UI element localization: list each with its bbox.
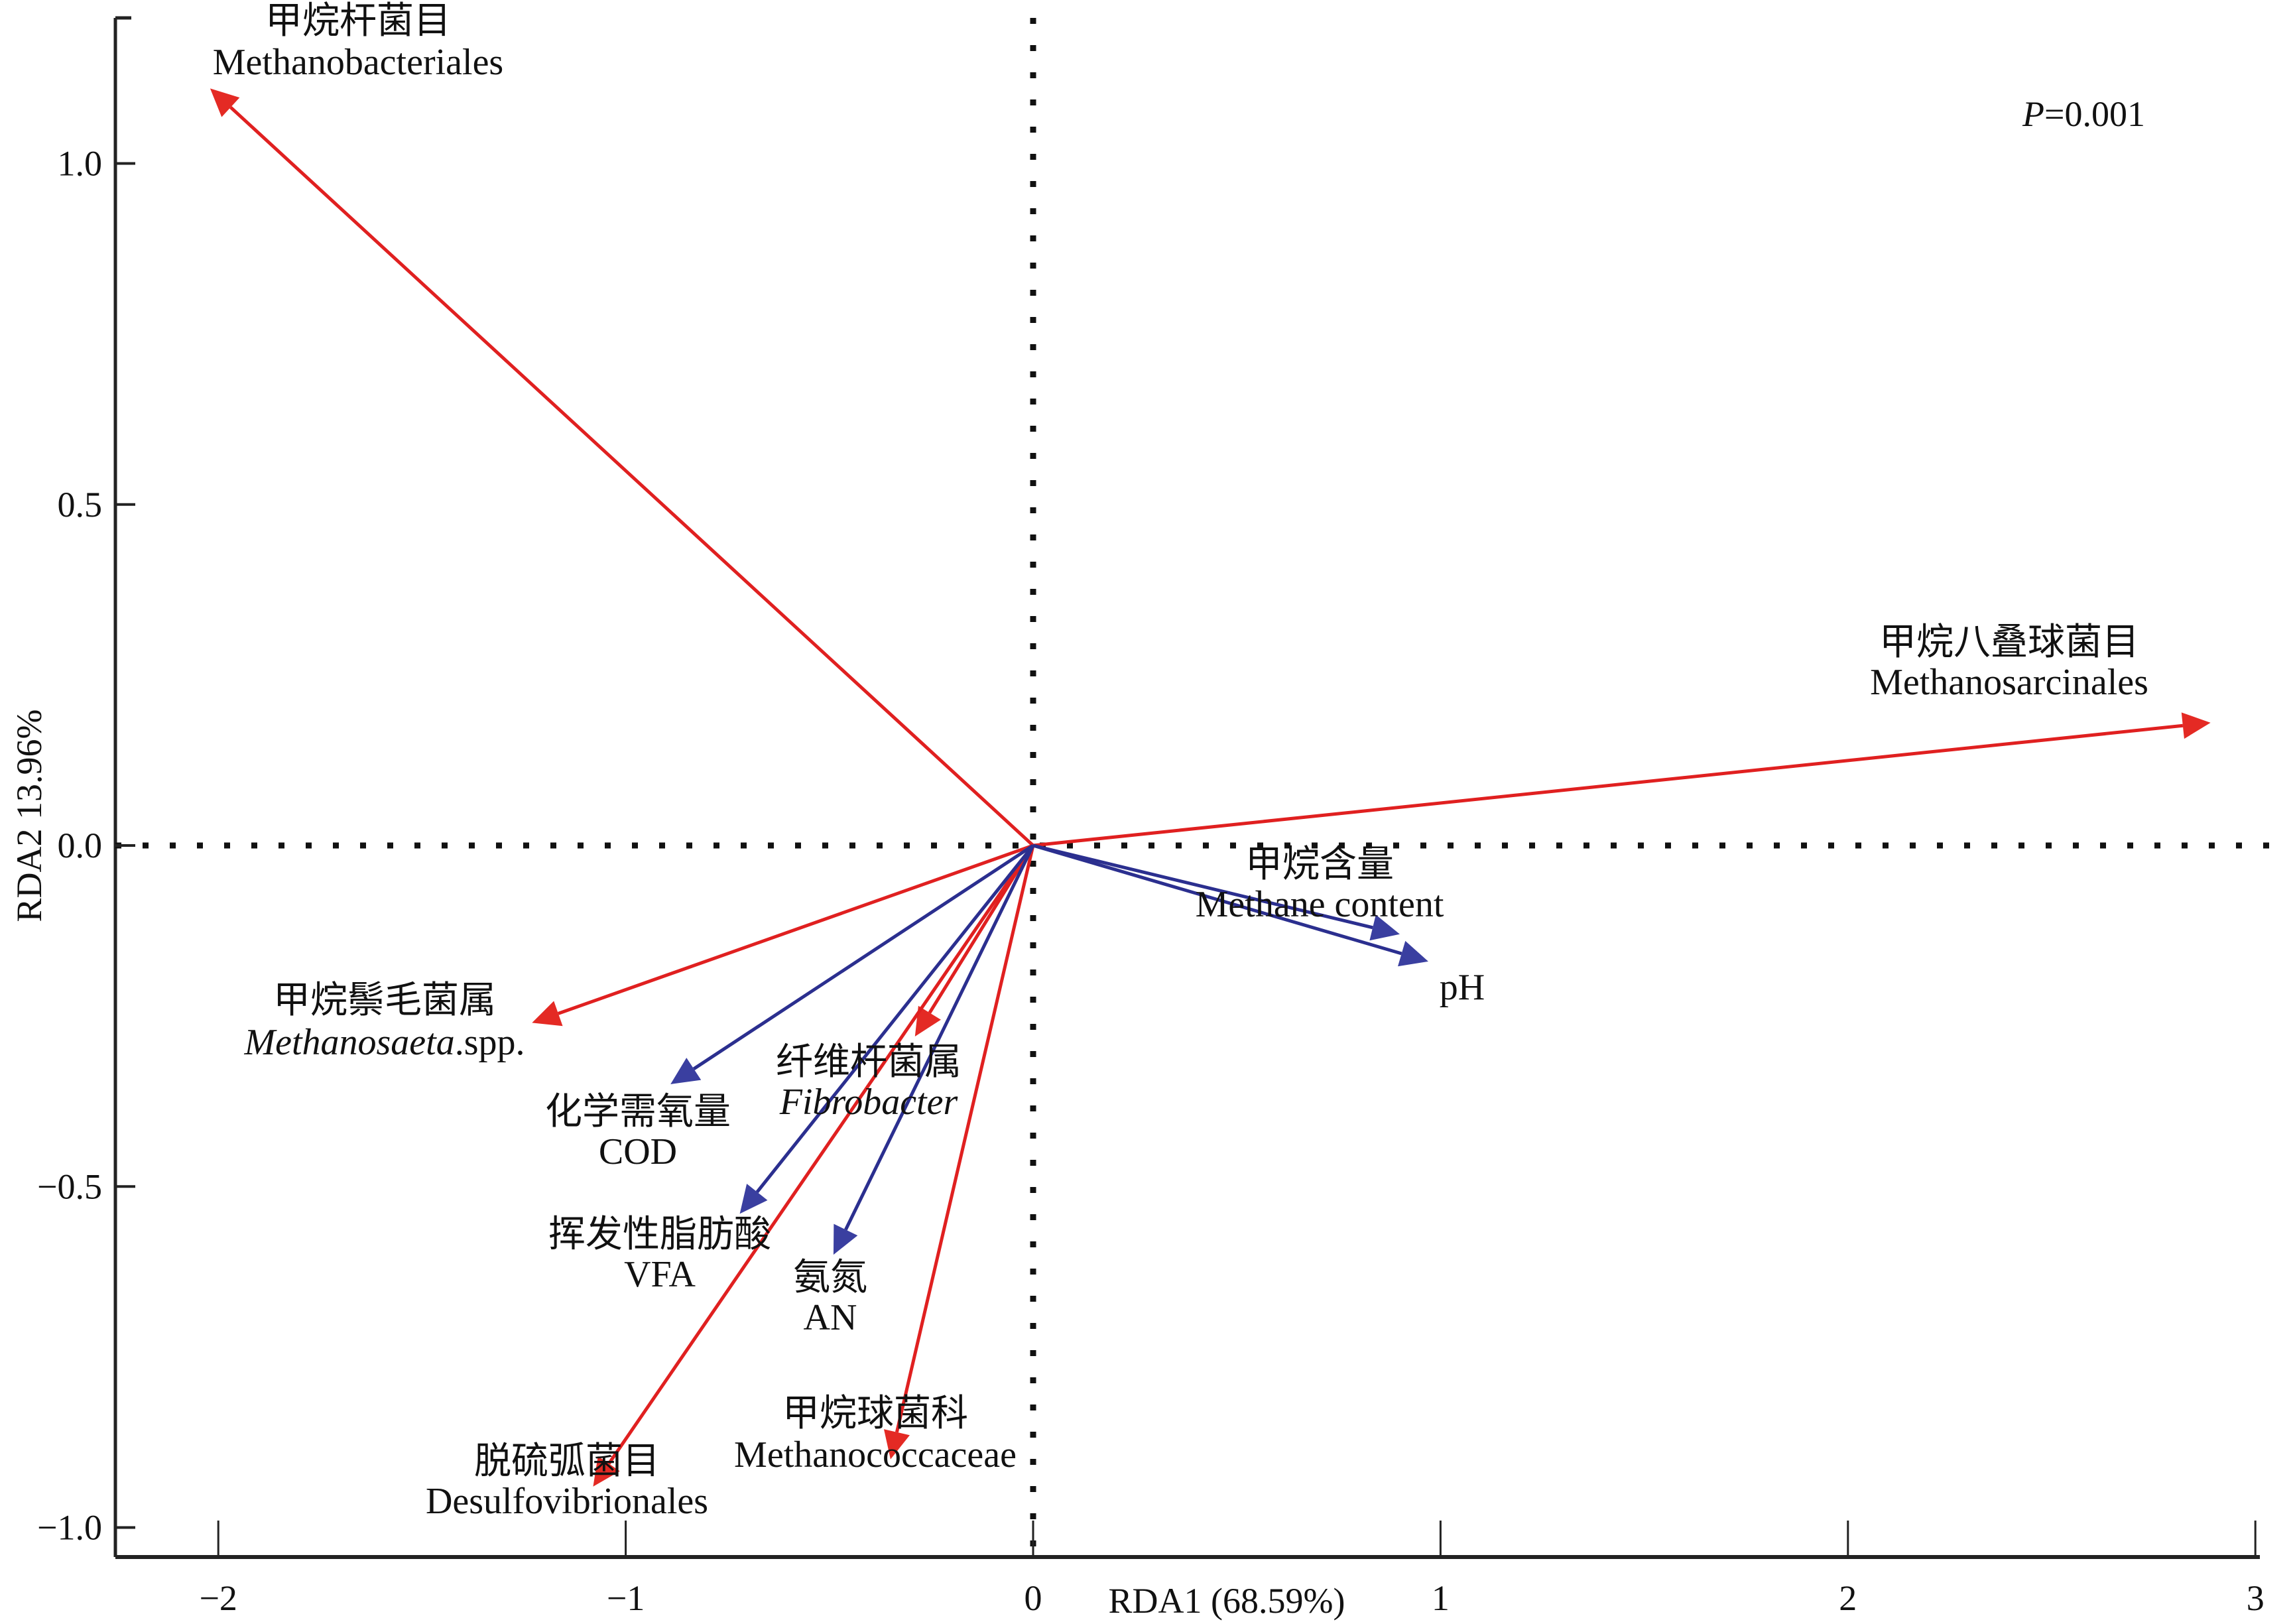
- arrow-vfa-shaft: [755, 844, 1034, 1194]
- label-fibrobacter-cn: 纤维杆菌属: [776, 1042, 961, 1083]
- x-axis-title: RDA1 (68.59%): [1109, 1581, 1345, 1621]
- y-tick-label: −0.5: [37, 1166, 102, 1206]
- arrow-ph-shaft: [1032, 843, 1402, 956]
- label-methane-content-cn: 甲烷含量: [1245, 844, 1394, 885]
- arrow-methanobacteriales-shaft: [229, 105, 1034, 847]
- p-value-symbol: P: [2022, 94, 2044, 134]
- label-methane-content-en: Methane content: [1196, 884, 1444, 925]
- arrows: [210, 88, 2211, 1487]
- label-methanobacteriales-cn: 甲烷杆菌目: [265, 1, 451, 42]
- label-vfa-en: VFA: [624, 1254, 696, 1295]
- label-methanosarcinales-cn: 甲烷八叠球菌目: [1879, 622, 2139, 663]
- label-methanobacteriales-en: Methanobacteriales: [213, 42, 503, 83]
- reference-lines: [115, 18, 2273, 1557]
- x-tick-label: 0: [1024, 1578, 1042, 1618]
- label-ph: pH: [1440, 967, 1485, 1008]
- arrow-vfa-head: [739, 1184, 768, 1214]
- arrow-methanosaeta-shaft: [558, 843, 1034, 1015]
- arrow-labels: 甲烷杆菌目 Methanobacteriales 甲烷八叠球菌目 Methano…: [213, 1, 2148, 1522]
- label-methanosaeta-en: Methanosaeta.spp.: [243, 1022, 525, 1063]
- p-value-text: =0.001: [2044, 94, 2145, 134]
- label-methanococcaceae-en: Methanococcaceae: [734, 1434, 1017, 1475]
- x-tick-label: −1: [607, 1578, 645, 1618]
- arrow-fibrobacter-head: [914, 1005, 941, 1036]
- arrow-methanococcaceae-shaft: [895, 845, 1035, 1433]
- label-an-cn: 氨氮: [793, 1257, 867, 1298]
- label-cod-cn: 化学需氧量: [545, 1092, 731, 1133]
- arrow-methane-content-shaft: [1032, 843, 1373, 930]
- p-value-annotation: P=0.001: [2022, 94, 2145, 134]
- x-tick-label: −2: [199, 1578, 237, 1618]
- x-tick-label: 1: [1432, 1578, 1450, 1618]
- label-methanosaeta-cn: 甲烷鬃毛菌属: [273, 980, 496, 1021]
- arrow-an-shaft: [844, 844, 1035, 1231]
- arrow-methanosarcinales-shaft: [1032, 723, 2184, 847]
- axes: [113, 16, 2260, 1559]
- y-ticks: 1.0 0.5 0.0 −0.5 −1.0: [37, 144, 135, 1548]
- arrow-methanobacteriales-head: [210, 88, 240, 117]
- label-vfa-cn: 挥发性脂肪酸: [548, 1214, 771, 1255]
- arrow-cod-shaft: [692, 843, 1034, 1070]
- x-tick-label: 3: [2247, 1578, 2264, 1618]
- label-methanosaeta-genus: Methanosaeta: [243, 1022, 454, 1063]
- label-methanosaeta-suffix: .spp.: [455, 1022, 525, 1063]
- arrow-desulfovibrionales-head: [593, 1456, 620, 1487]
- y-tick-label: 1.0: [58, 144, 103, 184]
- arrow-methanosaeta-head: [532, 1001, 563, 1027]
- arrow-ph-head: [1398, 940, 1428, 967]
- arrow-an-head: [833, 1223, 858, 1255]
- x-tick-label: 2: [1839, 1578, 1857, 1618]
- y-tick-label: 0.5: [58, 485, 103, 525]
- label-desulfovibrionales-en: Desulfovibrionales: [426, 1481, 708, 1522]
- y-axis-title: RDA2 13.96%: [9, 710, 49, 922]
- label-methanococcaceae-cn: 甲烷球菌科: [782, 1393, 968, 1434]
- arrow-desulfovibrionales-shaft: [607, 844, 1035, 1465]
- arrow-methane-content-head: [1369, 914, 1400, 941]
- label-fibrobacter-en: Fibrobacter: [779, 1082, 958, 1123]
- label-methanosarcinales-en: Methanosarcinales: [1870, 662, 2148, 703]
- arrow-methanococcaceae-head: [883, 1429, 910, 1460]
- arrow-methanosarcinales-head: [2181, 712, 2211, 739]
- x-ticks: −2 −1 0 1 2 3: [199, 1521, 2264, 1618]
- arrow-cod-head: [670, 1058, 702, 1084]
- y-tick-label: −1.0: [37, 1508, 102, 1548]
- label-desulfovibrionales-cn: 脱硫弧菌目: [474, 1441, 660, 1482]
- label-an-en: AN: [804, 1297, 857, 1338]
- label-cod-en: COD: [599, 1131, 677, 1172]
- y-tick-label: 0.0: [58, 826, 103, 865]
